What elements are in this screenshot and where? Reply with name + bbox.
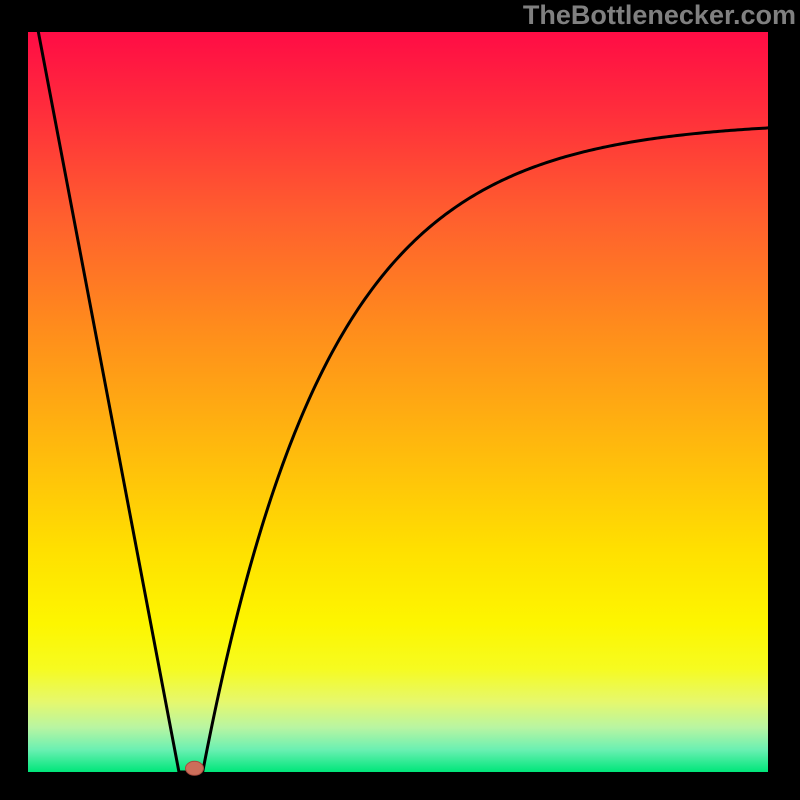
chart-svg <box>0 0 800 800</box>
figure-root: TheBottlenecker.com <box>0 0 800 800</box>
watermark-text: TheBottlenecker.com <box>523 0 796 31</box>
optimal-point-marker <box>186 761 204 775</box>
plot-background <box>28 32 768 772</box>
